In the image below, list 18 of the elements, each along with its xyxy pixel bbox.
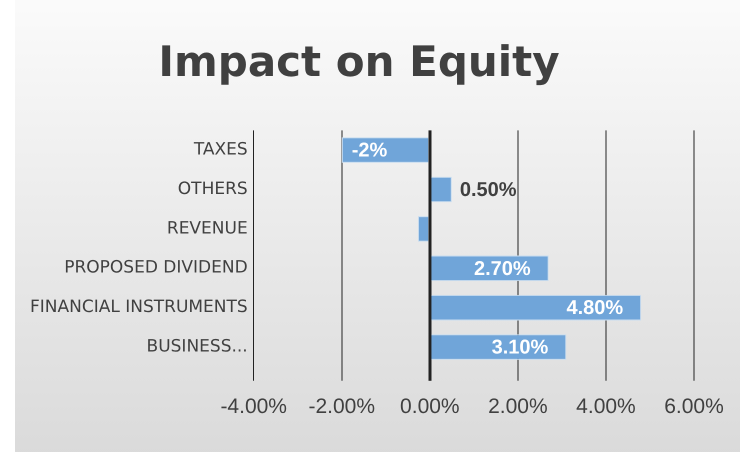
chart-title: Impact on Equity xyxy=(158,37,560,86)
data-label: -2% xyxy=(352,140,388,162)
y-tick-label: TAXES xyxy=(192,140,248,160)
x-tick-label: 0.00% xyxy=(400,395,460,418)
y-tick-label: BUSINESS... xyxy=(146,336,248,357)
data-label: 0.50% xyxy=(460,179,517,202)
x-tick-label: -4.00% xyxy=(220,395,287,418)
data-label: 2.70% xyxy=(474,258,531,280)
y-tick-label: REVENUE xyxy=(166,218,248,238)
y-tick-label: FINANCIAL INSTRUMENTS xyxy=(30,297,248,318)
y-tick-label: OTHERS xyxy=(178,178,248,199)
x-tick-label: 2.00% xyxy=(488,395,548,418)
x-tick-label: -2.00% xyxy=(308,395,376,418)
data-label: 3.10% xyxy=(492,336,549,359)
data-label: 4.80% xyxy=(566,297,624,320)
y-tick-label: PROPOSED DIVIDEND xyxy=(64,258,248,278)
x-tick-label: 4.00% xyxy=(576,395,636,418)
x-tick-label: 6.00% xyxy=(664,395,724,418)
